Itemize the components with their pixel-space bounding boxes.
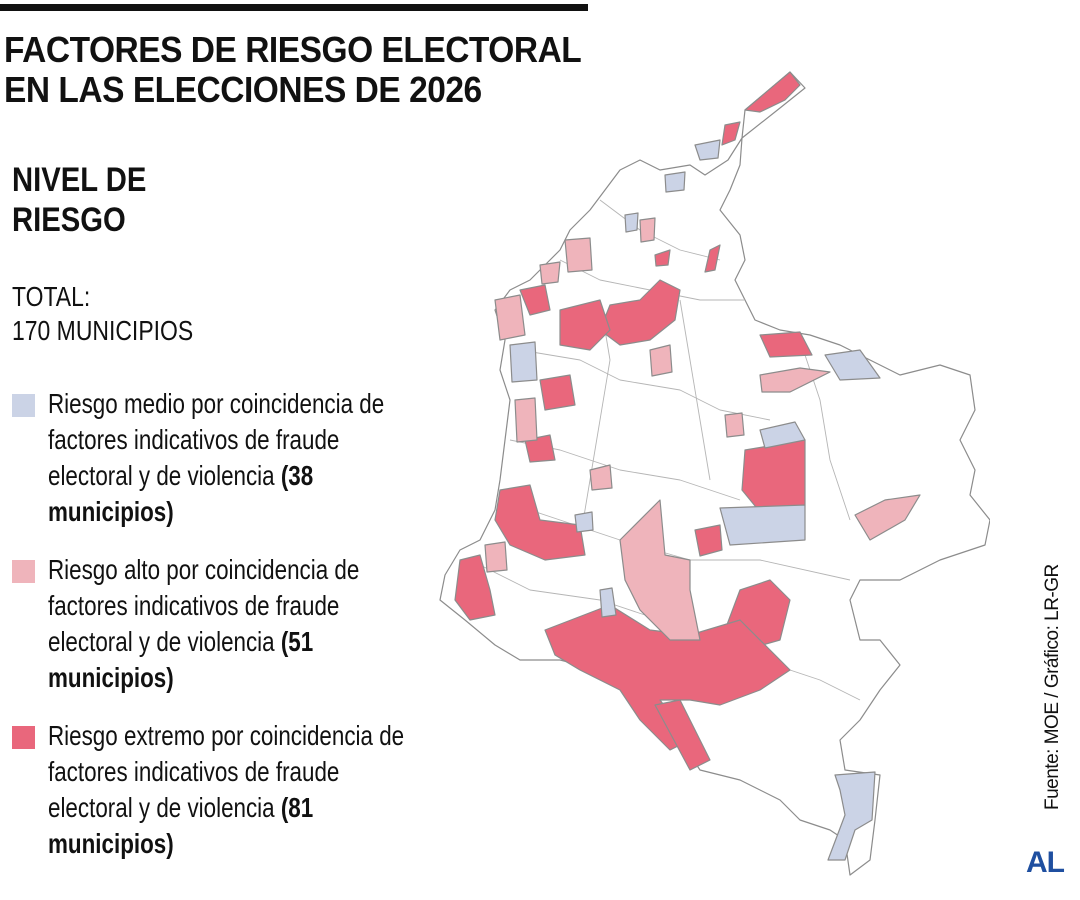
- medium-risk-areas: [509, 139, 881, 861]
- legend-count-medio: (38 municipios): [48, 460, 314, 527]
- legend-swatch-alto: [12, 560, 35, 583]
- total-value: 170 MUNICIPIOS: [12, 315, 194, 346]
- legend-swatch-medio: [12, 394, 35, 417]
- page-title: FACTORES DE RIESGO ELECTORAL EN LAS ELEC…: [4, 29, 582, 110]
- legend-heading: NIVEL DE RIESGO: [12, 160, 146, 240]
- top-rule: [0, 4, 588, 11]
- high-risk-areas: [484, 217, 921, 641]
- legend-item-extremo: Riesgo extremo por coincidencia de facto…: [12, 718, 432, 884]
- legend-label-medio: Riesgo medio por coincidencia de factore…: [48, 386, 416, 530]
- colombia-map-svg: [439, 71, 990, 876]
- legend-count-extremo: (81 municipios): [48, 792, 314, 859]
- legend-text-extremo: Riesgo extremo por coincidencia de facto…: [48, 720, 405, 823]
- legend-label-extremo: Riesgo extremo por coincidencia de facto…: [48, 718, 416, 862]
- source-credit: Fuente: MOE / Gráfico: LR-GR: [1042, 564, 1063, 810]
- legend-heading-line-1: NIVEL DE: [12, 161, 147, 199]
- map-legend: Riesgo medio por coincidencia de factore…: [12, 386, 432, 884]
- legend-item-medio: Riesgo medio por coincidencia de factore…: [12, 386, 432, 552]
- legend-label-alto: Riesgo alto por coincidencia de factores…: [48, 552, 416, 696]
- legend-text-medio: Riesgo medio por coincidencia de factore…: [48, 388, 385, 491]
- legend-text-alto: Riesgo alto por coincidencia de factores…: [48, 554, 360, 657]
- total-count: TOTAL: 170 MUNICIPIOS: [12, 280, 193, 348]
- extreme-risk-areas: [454, 71, 813, 771]
- title-line-1: FACTORES DE RIESGO ELECTORAL: [4, 29, 582, 70]
- colombia-map: [430, 60, 990, 890]
- legend-item-alto: Riesgo alto por coincidencia de factores…: [12, 552, 432, 718]
- legend-swatch-extremo: [12, 726, 35, 749]
- total-label: TOTAL:: [12, 281, 91, 312]
- title-line-2: EN LAS ELECCIONES DE 2026: [4, 69, 482, 110]
- legend-count-alto: (51 municipios): [48, 626, 314, 693]
- publisher-logo: AL: [1026, 846, 1065, 879]
- country-outline: [439, 71, 990, 876]
- legend-heading-line-2: RIESGO: [12, 201, 126, 239]
